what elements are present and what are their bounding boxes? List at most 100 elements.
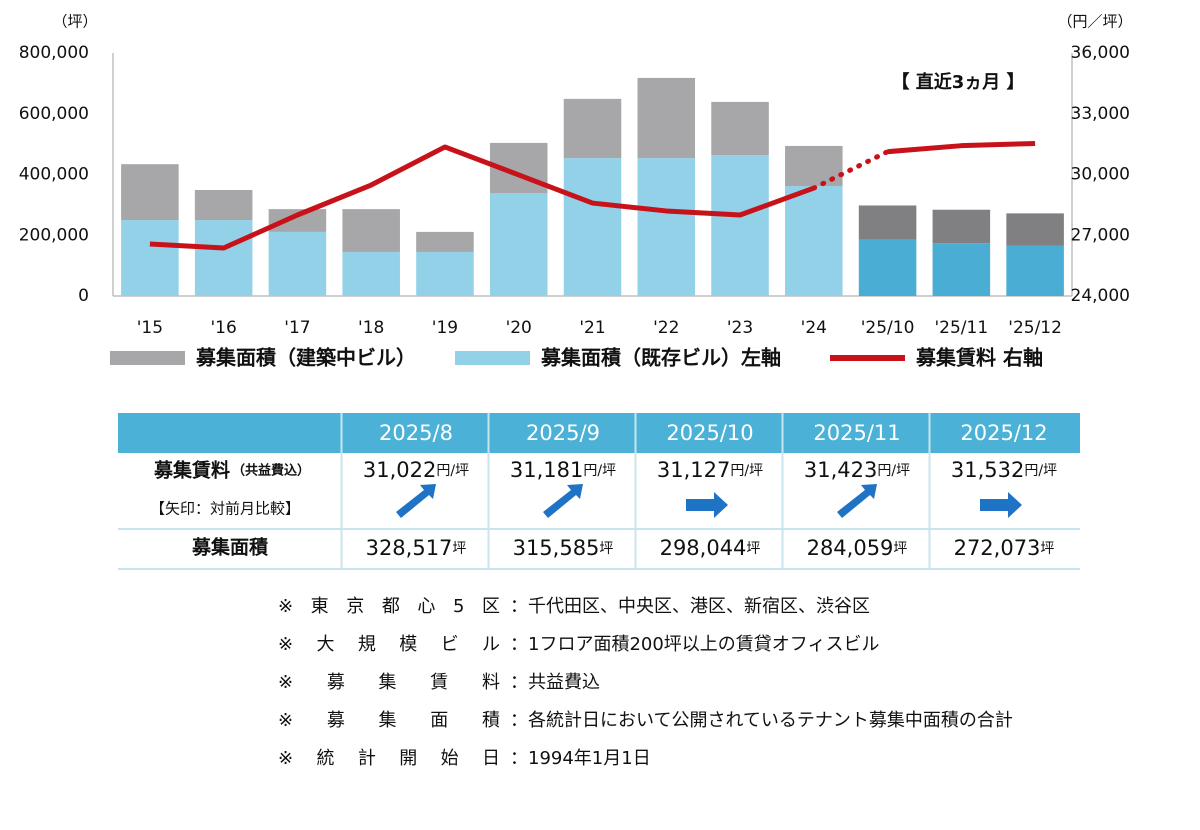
legend-label: 募集面積（建築中ビル）: [195, 346, 416, 370]
bar: [268, 231, 327, 296]
y2-tick-label: 30,000: [1071, 165, 1130, 185]
arrow-up: [837, 484, 877, 518]
rent-value: 31,022: [363, 458, 436, 482]
table-header-bg: [118, 413, 1080, 453]
x-tick-label: '21: [579, 318, 605, 338]
area-value: 272,073: [954, 536, 1041, 560]
column-header: 2025/8: [379, 421, 453, 445]
bar: [1006, 245, 1064, 296]
bar: [489, 193, 548, 296]
x-tick-label: '19: [432, 318, 458, 338]
rent-cell: 31,127円/坪: [657, 458, 763, 482]
bar: [121, 220, 179, 296]
x-tick-label: '23: [727, 318, 753, 338]
bar: [637, 77, 696, 159]
area-value: 315,585: [513, 536, 600, 560]
area-unit: 坪: [1040, 541, 1054, 557]
area-value: 284,059: [807, 536, 894, 560]
bar: [416, 251, 474, 296]
rent-value: 31,127: [657, 458, 730, 482]
bar: [121, 164, 179, 221]
bar: [711, 101, 769, 156]
note-text: ：1994年1月1日: [510, 748, 651, 769]
legend-swatch: [110, 351, 185, 365]
bar: [194, 220, 253, 296]
rent-unit: 円/坪: [436, 463, 469, 479]
legend-label: 募集賃料 右軸: [915, 346, 1043, 370]
area-unit: 坪: [452, 541, 466, 557]
row-note: （共益費込）: [232, 463, 310, 479]
rent-cell: 31,532円/坪: [951, 458, 1057, 482]
area-value: 328,517: [366, 536, 453, 560]
rent-value: 31,532: [951, 458, 1024, 482]
arrow-right: [686, 492, 728, 518]
bar: [342, 209, 400, 252]
x-tick-label: '16: [210, 318, 236, 338]
rent-unit: 円/坪: [730, 463, 763, 479]
bar: [563, 98, 622, 159]
x-tick-label: '17: [284, 318, 310, 338]
x-tick-label: '22: [653, 318, 679, 338]
note-text: ：1フロア面積200坪以上の賃貸オフィスビル: [510, 634, 879, 655]
column-header: 2025/11: [813, 421, 900, 445]
notes: ※ 東 京 都 心 5 区 ：千代田区、中央区、港区、新宿区、渋谷区 ※ 大 規 模…: [278, 596, 1013, 769]
legend-swatch: [455, 351, 530, 365]
area-unit: 坪: [746, 541, 760, 557]
area-cell: 284,059坪: [807, 536, 908, 560]
rent-value: 31,181: [510, 458, 583, 482]
rent-cell: 31,022円/坪: [363, 458, 469, 482]
area-cell: 328,517坪: [366, 536, 467, 560]
x-tick-label: '18: [358, 318, 384, 338]
arrow-up: [543, 484, 583, 518]
line-connector: [811, 149, 891, 191]
note-label: ※ 募 集 面 積: [278, 710, 500, 731]
x-tick-label: '25/10: [861, 318, 915, 338]
note-label: ※ 東 京 都 心 5 区: [278, 596, 500, 617]
y2-tick-label: 24,000: [1071, 286, 1130, 306]
y-tick-label: 600,000: [19, 104, 89, 124]
x-tick-label: '25/11: [935, 318, 989, 338]
x-tick-label: '25/12: [1008, 318, 1062, 338]
note-text: ：共益費込: [510, 672, 600, 693]
x-tick-label: '24: [801, 318, 827, 338]
area-unit: 坪: [893, 541, 907, 557]
column-header: 2025/12: [960, 421, 1047, 445]
area-cell: 298,044坪: [660, 536, 761, 560]
y-tick-label: 0: [78, 286, 89, 306]
rent-value: 31,423: [804, 458, 877, 482]
row-label: 募集面積: [191, 536, 268, 559]
y2-tick-label: 33,000: [1071, 104, 1130, 124]
row-label: 募集賃料: [153, 459, 230, 482]
note-label: ※ 統 計 開 始 日: [278, 748, 500, 769]
x-tick-label: '15: [137, 318, 163, 338]
line: [149, 144, 815, 251]
bar: [858, 239, 917, 296]
bar: [416, 231, 474, 252]
legend-label: 募集面積（既存ビル）左軸: [540, 346, 781, 370]
rent-cell: 31,423円/坪: [804, 458, 910, 482]
y-tick-label: 800,000: [19, 43, 89, 63]
note-text: ：千代田区、中央区、港区、新宿区、渋谷区: [510, 596, 870, 617]
note-label: ※ 募 集 賃 料: [278, 672, 500, 693]
bar: [637, 158, 696, 296]
line: [887, 140, 1036, 155]
y2-axis-unit: （円／坪）: [1057, 13, 1132, 31]
bar: [932, 243, 991, 296]
bar: [932, 209, 991, 244]
rent-unit: 円/坪: [583, 463, 616, 479]
bar: [711, 155, 769, 296]
annotation: 【 直近3ヵ月 】: [891, 71, 1024, 93]
table: 募集賃料 （共益費込） 【矢印：対前月比較】 募集面積 2025/8 31,022…: [118, 413, 1080, 570]
bar: [194, 189, 253, 221]
note-label: ※ 大 規 模 ビ ル: [278, 634, 500, 655]
rent-unit: 円/坪: [877, 463, 910, 479]
y-tick-label: 200,000: [19, 225, 89, 245]
y-axis-unit: （坪）: [52, 13, 97, 31]
y2-tick-label: 27,000: [1071, 225, 1130, 245]
column-header: 2025/9: [526, 421, 600, 445]
column-header: 2025/10: [666, 421, 753, 445]
y2-tick-label: 36,000: [1071, 43, 1130, 63]
area-cell: 315,585坪: [513, 536, 614, 560]
area-cell: 272,073坪: [954, 536, 1055, 560]
bar: [563, 158, 622, 296]
